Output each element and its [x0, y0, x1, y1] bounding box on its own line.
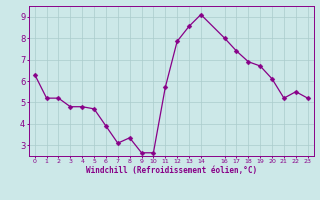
X-axis label: Windchill (Refroidissement éolien,°C): Windchill (Refroidissement éolien,°C): [86, 166, 257, 175]
